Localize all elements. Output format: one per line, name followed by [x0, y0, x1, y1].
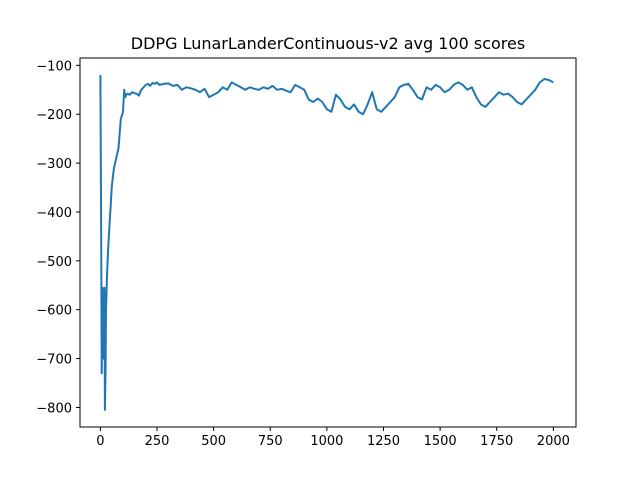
x-tick-label: 1750	[480, 434, 513, 449]
series-line	[99, 75, 554, 411]
y-tick-label: −600	[36, 304, 72, 319]
x-tick-label: 1250	[367, 434, 400, 449]
y-tick-label: −400	[36, 206, 72, 221]
y-tick-label: −200	[36, 108, 72, 123]
x-tick-label: 2000	[537, 434, 570, 449]
y-tick-label: −500	[36, 255, 72, 270]
x-tick-label: 250	[145, 434, 170, 449]
y-tick-label: −300	[36, 157, 72, 172]
y-tick-label: −100	[36, 59, 72, 74]
x-axis: 0 250 500 750 1000 1250 1500 1750 2000	[96, 427, 570, 449]
y-axis: −800 −700 −600 −500 −400 −300 −200 −100	[36, 59, 80, 416]
y-tick-label: −800	[36, 401, 72, 416]
x-tick-label: 750	[258, 434, 283, 449]
axes-frame	[79, 57, 577, 428]
chart-title: DDPG LunarLanderContinuous-v2 avg 100 sc…	[131, 34, 525, 53]
y-tick-label: −700	[36, 353, 72, 368]
x-tick-label: 1500	[424, 434, 457, 449]
x-tick-label: 0	[96, 434, 104, 449]
x-tick-label: 500	[201, 434, 226, 449]
x-tick-label: 1000	[310, 434, 343, 449]
